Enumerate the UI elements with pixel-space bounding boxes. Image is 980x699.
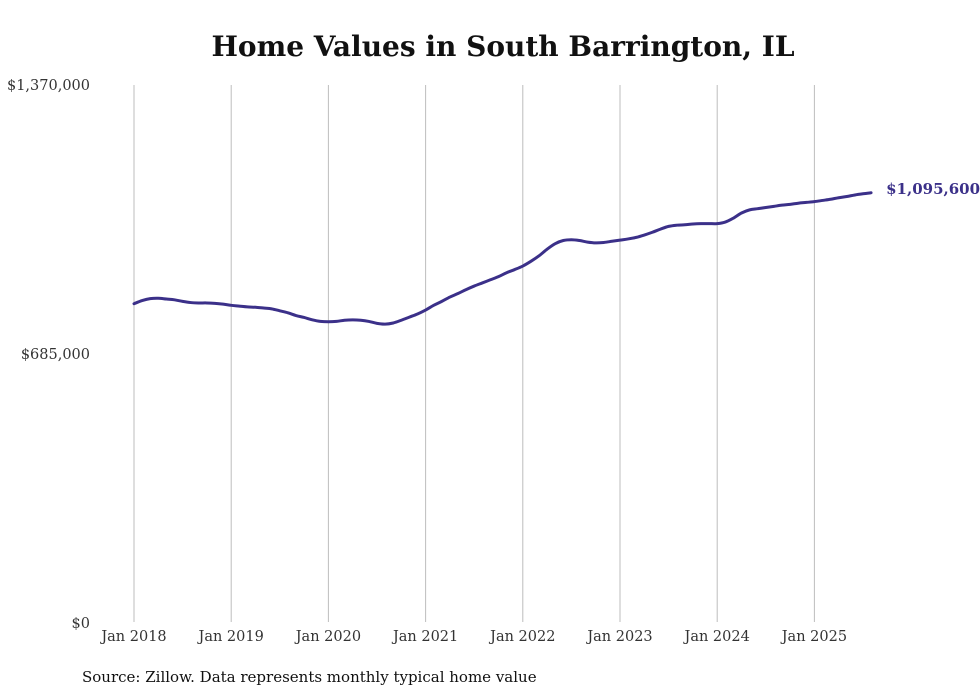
grid-lines	[133, 85, 815, 622]
x-tick-label: Jan 2022	[488, 629, 555, 645]
series-line	[132, 191, 873, 326]
x-tick-label: Jan 2019	[197, 629, 264, 645]
x-tick-label: Jan 2021	[391, 629, 458, 645]
y-tick-label: $685,000	[21, 347, 90, 363]
y-axis-ticks: $1,370,000 $685,000 $0	[7, 78, 90, 632]
line-chart: $1,370,000$685,000$0 Jan 2018 Jan 2019 Jan…	[7, 78, 980, 645]
x-tick-label: Jan 2023	[585, 629, 652, 645]
y-tick-label: $1,370,000	[7, 78, 90, 94]
x-tick-label: Jan 2020	[294, 629, 361, 645]
series-layer	[132, 191, 873, 326]
y-tick-label: $0	[72, 616, 90, 632]
chart-title: Home Values in South Barrington, IL	[211, 30, 795, 63]
end-label-layer: $1,095,600	[886, 180, 980, 198]
x-axis-ticks: Jan 2018 Jan 2019 Jan 2020 Jan 2021 Jan 2022…	[99, 629, 847, 645]
x-tick-label: Jan 2025	[780, 629, 847, 645]
source-note: Source: Zillow. Data represents monthly …	[82, 668, 537, 686]
x-tick-label: Jan 2018	[99, 629, 166, 645]
x-tick-label: Jan 2024	[683, 629, 750, 645]
end-value-label: $1,095,600	[886, 180, 980, 198]
